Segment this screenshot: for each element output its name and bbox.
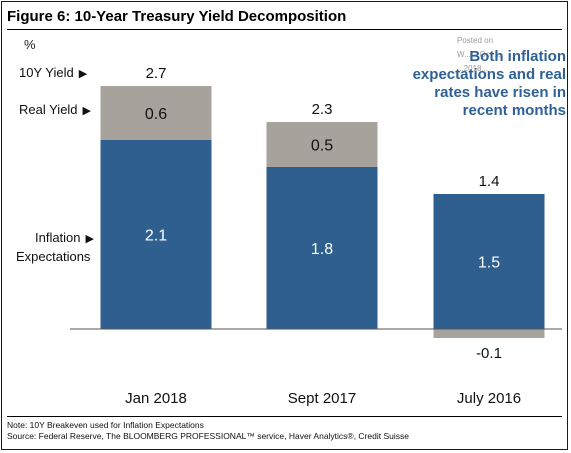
- category-label: Jan 2018: [125, 390, 187, 407]
- real-yield-label: Real Yield ▶: [19, 102, 91, 117]
- annotation-line: rates have risen in: [434, 84, 566, 101]
- inflation-value-label: 1.8: [311, 241, 333, 258]
- inflation-bar-segment: [100, 140, 212, 329]
- total-value-label: 2.3: [312, 101, 333, 118]
- category-label: Sept 2017: [288, 390, 356, 407]
- watermark: Posted on W... ...Oct ... ...2018...: [457, 34, 501, 76]
- inflation-expectations-label: Inflation ▶ Expectations: [16, 229, 94, 266]
- footnote-source: Source: Federal Reserve, The BLOOMBERG P…: [7, 431, 409, 441]
- real-yield-bar-segment: [100, 86, 212, 140]
- watermark-line: ...2018...: [457, 64, 489, 73]
- real-yield-bar-segment: [433, 329, 545, 338]
- real-yield-value-label: 0.5: [311, 138, 333, 155]
- annotation-line: expectations and real: [412, 66, 566, 83]
- footnote-note: Note: 10Y Breakeven used for Inflation E…: [7, 420, 204, 430]
- inflation-bar-segment: [266, 167, 378, 329]
- real-yield-text: Real Yield: [19, 102, 78, 117]
- watermark-line: W... ...Oct ...: [457, 50, 502, 59]
- inflation-value-label: 2.1: [145, 228, 167, 245]
- inflation-label-line1: Inflation ▶: [16, 229, 94, 248]
- arrow-right-icon: ▶: [78, 68, 88, 80]
- arrow-right-icon: ▶: [82, 105, 92, 117]
- bars-layer: [100, 86, 545, 338]
- ten-year-yield-text: 10Y Yield: [19, 65, 74, 80]
- real-yield-value-label: -0.1: [476, 345, 502, 362]
- watermark-line: Posted on: [457, 36, 494, 45]
- annotation-line: recent months: [462, 102, 566, 119]
- total-value-label: 1.4: [479, 173, 500, 190]
- total-value-label: 2.7: [146, 65, 167, 82]
- inflation-text: Inflation: [34, 230, 81, 245]
- annotation-line: Both inflation: [469, 48, 566, 65]
- unit-label: %: [24, 37, 36, 52]
- inflation-value-label: 1.5: [478, 255, 500, 272]
- annotation-callout: Both inflation expectations and real rat…: [394, 48, 566, 120]
- title-underline: [7, 29, 562, 30]
- arrow-right-icon: ▶: [85, 233, 94, 245]
- labels-layer: 2.1 0.6 2.7 Jan 2018 1.8 0.5 2.3 Sept 2017 1.5 -0…: [125, 65, 521, 407]
- chart-title: Figure 6: 10-Year Treasury Yield Decompo…: [7, 8, 347, 25]
- real-yield-value-label: 0.6: [145, 106, 167, 123]
- inflation-label-line2: Expectations: [16, 249, 91, 264]
- ten-year-yield-label: 10Y Yield ▶: [19, 65, 87, 80]
- footnotes: Note: 10Y Breakeven used for Inflation E…: [7, 416, 562, 442]
- category-label: July 2016: [457, 390, 521, 407]
- real-yield-bar-segment: [266, 122, 378, 167]
- inflation-bar-segment: [433, 194, 545, 329]
